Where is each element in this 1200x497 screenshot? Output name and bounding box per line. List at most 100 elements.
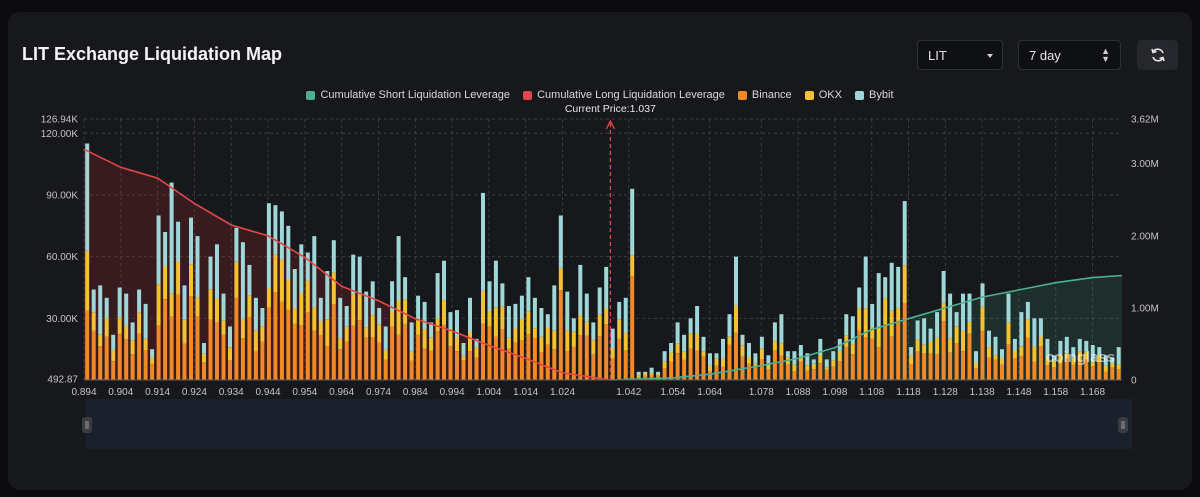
bar-bybit — [195, 236, 200, 298]
y-right-tick-label: 0 — [1131, 376, 1137, 387]
bar-okx — [117, 317, 122, 335]
bar-okx — [539, 337, 544, 353]
legend-item-short[interactable]: Cumulative Short Liquidation Leverage — [306, 89, 510, 101]
bar-binance — [318, 335, 323, 380]
slider-track — [86, 399, 1132, 449]
legend-item-bybit[interactable]: Bybit — [855, 89, 894, 101]
bar-bybit — [876, 273, 881, 328]
bar-okx — [883, 298, 888, 325]
bar-binance — [487, 326, 492, 380]
bar-bybit — [532, 297, 537, 329]
bar-okx — [837, 350, 842, 362]
bar-binance — [228, 360, 232, 380]
bar-bybit — [1090, 345, 1095, 363]
bar-bybit — [202, 343, 206, 354]
bar-bybit — [442, 260, 446, 301]
bar-binance — [630, 276, 635, 380]
bar-bybit — [228, 326, 232, 348]
bar-binance — [253, 351, 258, 380]
bar-okx — [318, 321, 323, 336]
slider-handle — [82, 417, 92, 433]
x-tick-label: 1.064 — [697, 387, 722, 398]
bar-bybit — [1077, 338, 1082, 352]
bar-okx — [766, 363, 771, 370]
bar-bybit — [318, 297, 323, 322]
bar-bybit — [708, 353, 712, 366]
bar-bybit — [545, 314, 550, 328]
bar-binance — [325, 346, 330, 380]
x-tick-label: 1.158 — [1043, 387, 1068, 398]
bar-binance — [571, 346, 576, 380]
bar-okx — [597, 314, 602, 337]
y-left-tick-label: 126.94K — [41, 115, 79, 126]
legend-swatch — [855, 90, 865, 100]
bar-bybit — [1006, 293, 1011, 323]
legend-item-okx[interactable]: OKX — [804, 89, 842, 101]
x-tick-label: 1.042 — [616, 387, 641, 398]
bar-okx — [721, 358, 725, 367]
coin-select[interactable]: LIT — [917, 40, 1003, 70]
bar-binance — [1000, 364, 1004, 380]
bar-okx — [286, 280, 291, 310]
bar-binance — [928, 353, 933, 380]
x-tick-label: 0.954 — [292, 387, 317, 398]
bar-binance — [766, 369, 771, 380]
y-right-tick-label: 3.62M — [1131, 115, 1159, 126]
bar-okx — [253, 330, 258, 352]
bar-binance — [643, 375, 648, 380]
bar-binance — [1077, 361, 1082, 380]
range-select[interactable]: 7 day ▲ ▼ — [1018, 40, 1121, 70]
bar-bybit — [857, 287, 862, 309]
bar-binance — [747, 363, 751, 380]
bar-binance — [909, 364, 914, 380]
bar-okx — [1097, 355, 1102, 363]
bar-bybit — [870, 303, 875, 328]
x-tick-label: 0.964 — [329, 387, 354, 398]
bar-binance — [532, 337, 537, 380]
bar-binance — [312, 330, 317, 380]
bar-binance — [883, 324, 888, 380]
bar-binance — [111, 361, 116, 380]
bar-okx — [266, 288, 271, 308]
legend-item-long[interactable]: Cumulative Long Liquidation Leverage — [523, 89, 725, 101]
bar-bybit — [461, 343, 466, 356]
zoom-slider[interactable] — [82, 399, 1132, 449]
bar-bybit — [1084, 340, 1089, 352]
bar-binance — [130, 354, 135, 380]
bar-okx — [1000, 358, 1004, 365]
bar-binance — [429, 350, 434, 380]
bar-binance — [448, 346, 453, 380]
range-select-value: 7 day — [1029, 48, 1061, 63]
x-tick-label: 1.014 — [513, 387, 538, 398]
bar-binance — [993, 359, 998, 380]
bar-okx — [708, 365, 712, 371]
bar-bybit — [922, 318, 927, 345]
bar-bybit — [896, 266, 901, 309]
bar-okx — [902, 265, 907, 303]
bar-binance — [772, 350, 777, 380]
bar-bybit — [1025, 301, 1030, 320]
refresh-button[interactable] — [1137, 40, 1178, 70]
bars-group — [85, 143, 1121, 380]
x-tick-label: 1.138 — [970, 387, 995, 398]
bar-bybit — [902, 201, 907, 266]
bar-okx — [1006, 322, 1011, 345]
bar-okx — [429, 337, 434, 351]
bar-bybit — [578, 264, 583, 316]
bar-okx — [675, 343, 680, 353]
bar-bybit — [928, 328, 933, 342]
legend-label: Binance — [751, 89, 792, 101]
bar-binance — [604, 324, 609, 380]
bar-bybit — [584, 293, 589, 322]
bar-okx — [1025, 319, 1030, 338]
legend-item-binance[interactable]: Binance — [737, 89, 792, 101]
bar-binance — [351, 325, 356, 380]
bar-bybit — [487, 281, 492, 311]
bar-okx — [163, 266, 168, 300]
bar-okx — [519, 318, 524, 340]
bar-okx — [403, 299, 408, 324]
bar-okx — [344, 326, 349, 342]
bar-bybit — [889, 262, 894, 311]
bar-bybit — [176, 221, 181, 262]
bar-okx — [844, 335, 849, 347]
